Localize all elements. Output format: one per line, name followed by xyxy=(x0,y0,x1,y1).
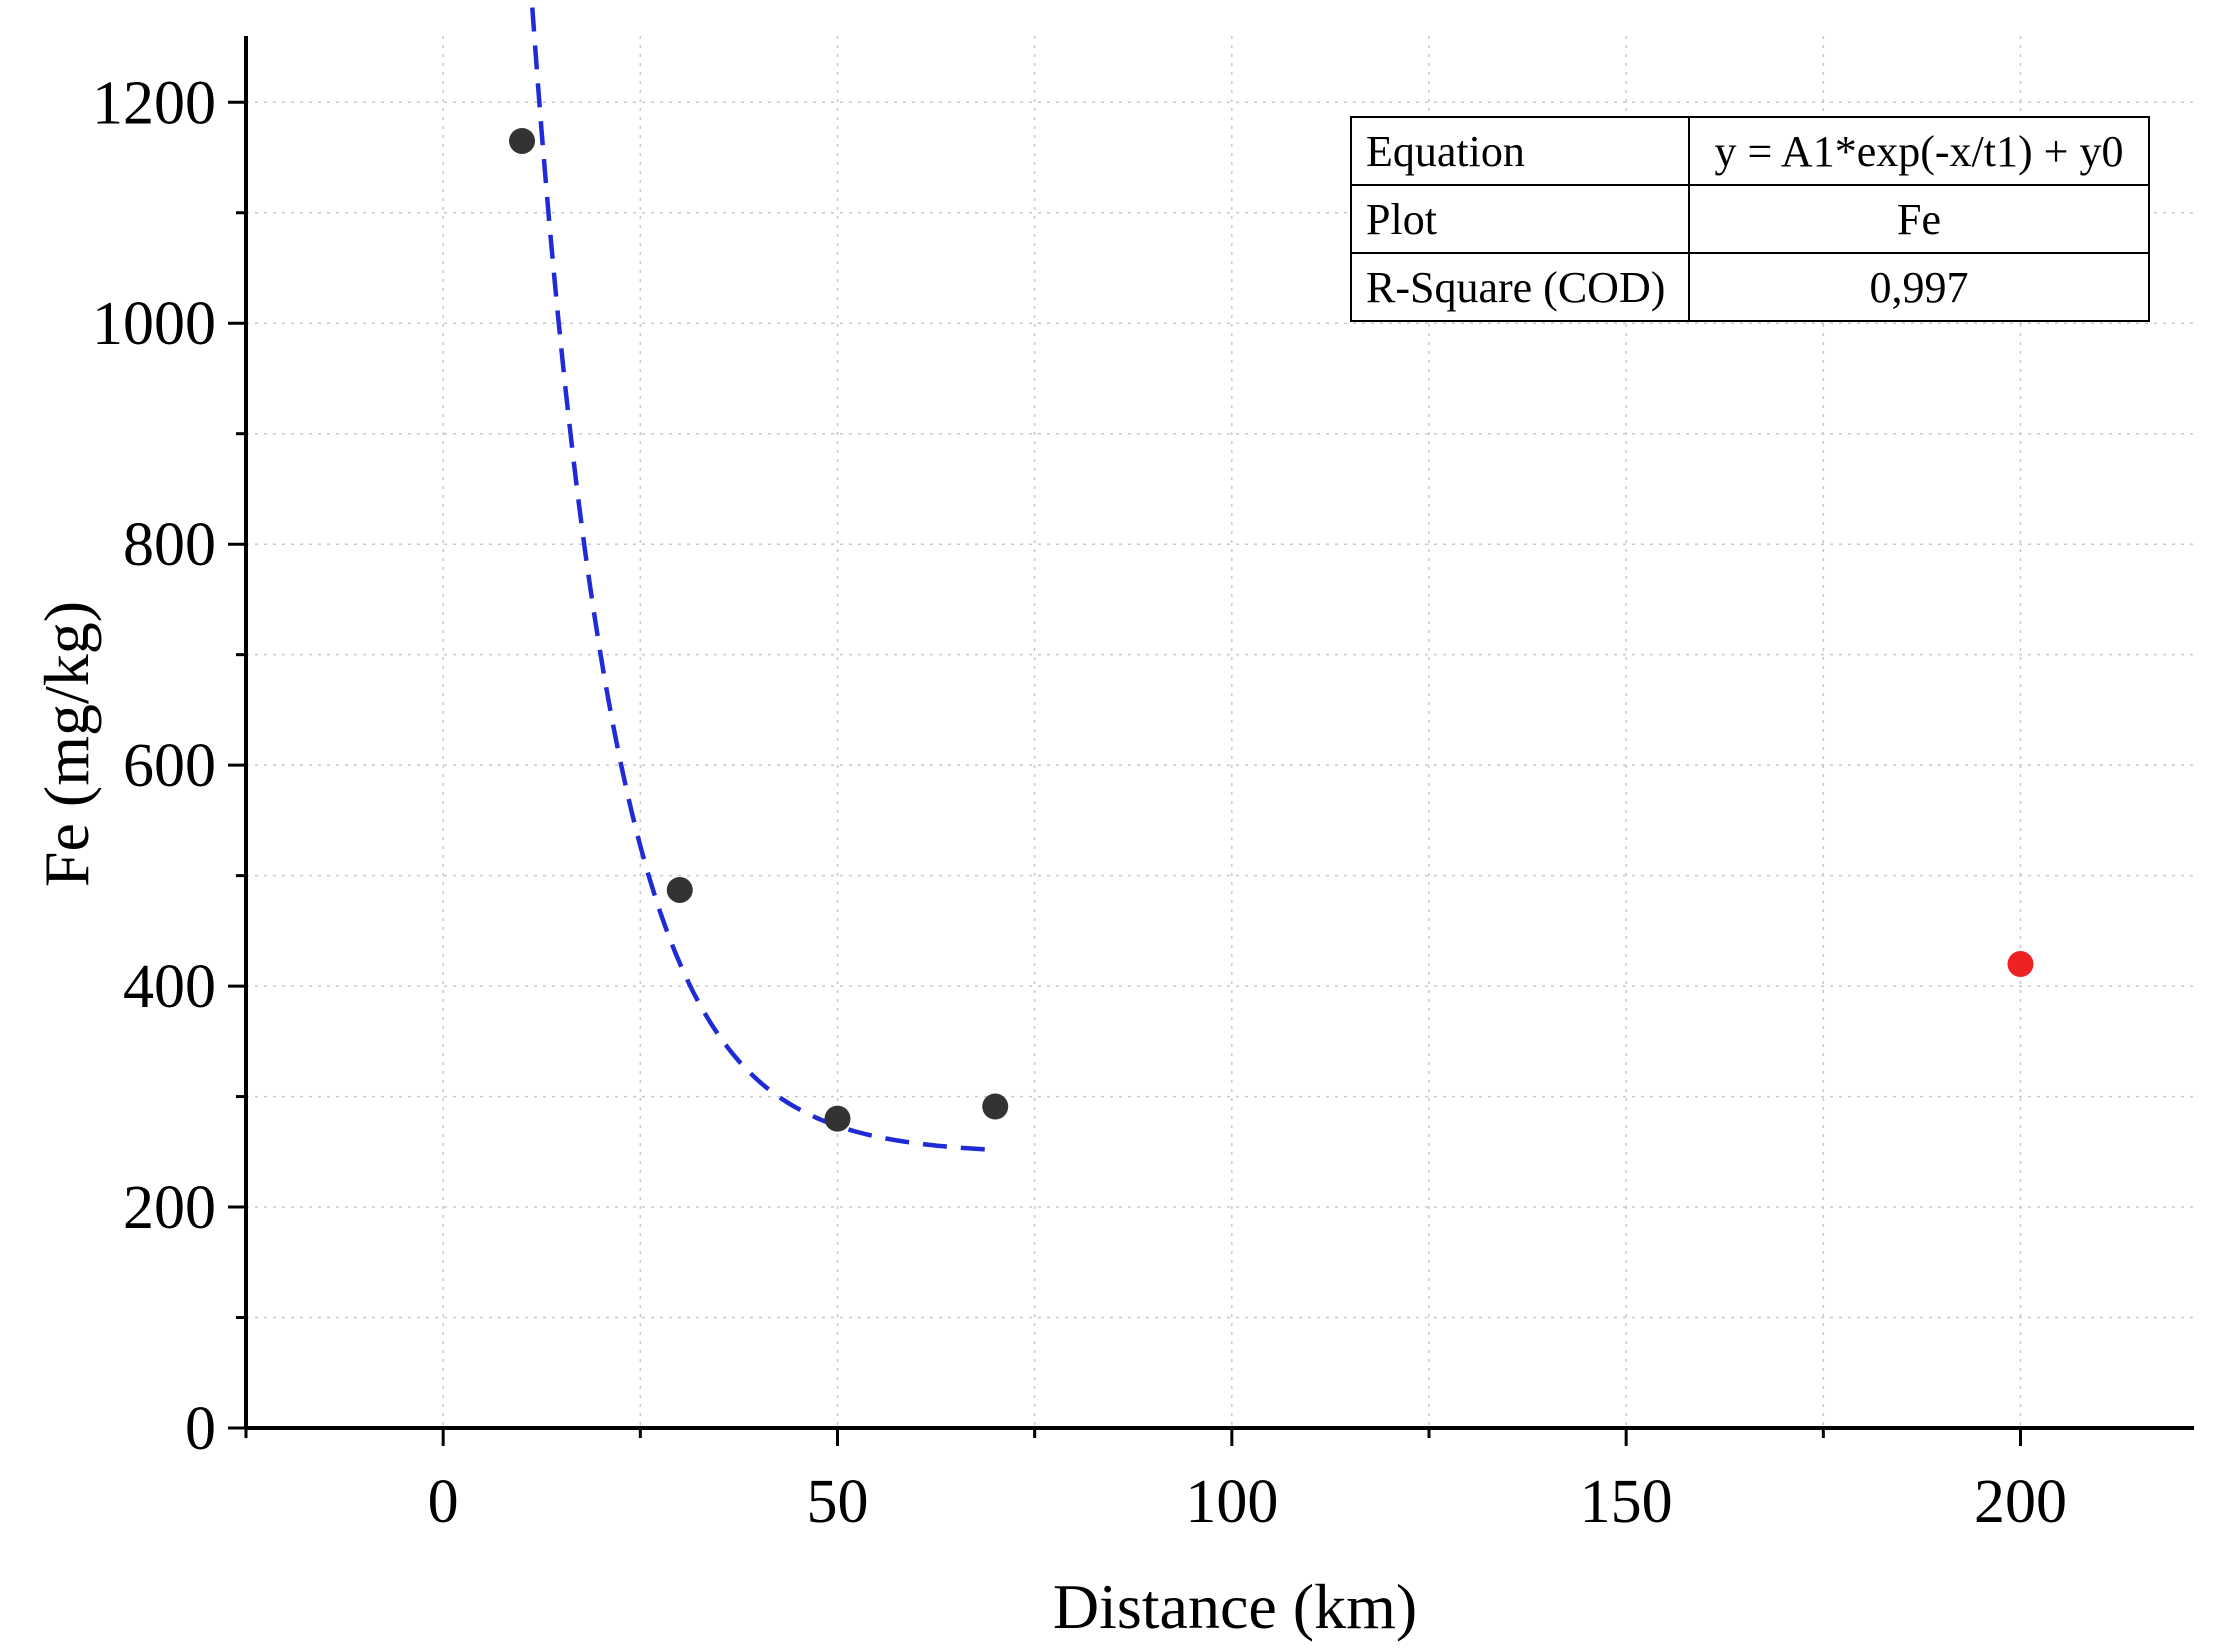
y-axis-ticks: 0 200 400 600 800 1000 1200 xyxy=(92,69,246,1463)
x-tick-label: 200 xyxy=(1974,1468,2067,1536)
x-tick-label: 150 xyxy=(1580,1468,1673,1536)
x-tick-label: 50 xyxy=(806,1468,868,1536)
y-tick-label: 800 xyxy=(123,511,216,579)
axes xyxy=(244,36,2194,1430)
fit-curve-group xyxy=(529,0,988,1152)
data-point xyxy=(982,1093,1009,1120)
stats-value-rsquare: 0,997 xyxy=(1688,252,2150,322)
x-tick-label: 0 xyxy=(428,1468,459,1536)
table-row: Plot Fe xyxy=(1350,184,2150,254)
y-tick-label: 200 xyxy=(123,1174,216,1242)
data-point xyxy=(666,876,693,903)
fit-curve xyxy=(529,0,988,1152)
stats-value-equation: y = A1*exp(-x/t1) + y0 xyxy=(1688,116,2150,186)
data-point xyxy=(824,1105,851,1132)
stats-label-equation: Equation xyxy=(1350,116,1690,186)
y-tick-label: 600 xyxy=(123,732,216,800)
y-axis-title: Fe (mg/kg) xyxy=(31,601,102,887)
y-tick-label: 1000 xyxy=(92,290,216,358)
x-axis-ticks: 0 50 100 150 200 xyxy=(244,1428,2067,1536)
outlier-point xyxy=(2007,951,2034,977)
x-tick-label: 100 xyxy=(1185,1468,1278,1536)
stats-label-plot: Plot xyxy=(1350,184,1690,254)
table-row: R-Square (COD) 0,997 xyxy=(1350,252,2150,322)
data-points xyxy=(509,127,2034,1132)
y-tick-label: 400 xyxy=(123,953,216,1021)
stats-label-rsquare: R-Square (COD) xyxy=(1350,252,1690,322)
fit-stats-table: Equation y = A1*exp(-x/t1) + y0 Plot Fe … xyxy=(1350,116,2150,322)
y-tick-label: 1200 xyxy=(92,69,216,137)
y-tick-label: 0 xyxy=(185,1395,216,1463)
x-axis-title: Distance (km) xyxy=(1053,1571,1417,1642)
stats-value-plot: Fe xyxy=(1688,184,2150,254)
data-point xyxy=(509,127,536,154)
table-row: Equation y = A1*exp(-x/t1) + y0 xyxy=(1350,116,2150,186)
